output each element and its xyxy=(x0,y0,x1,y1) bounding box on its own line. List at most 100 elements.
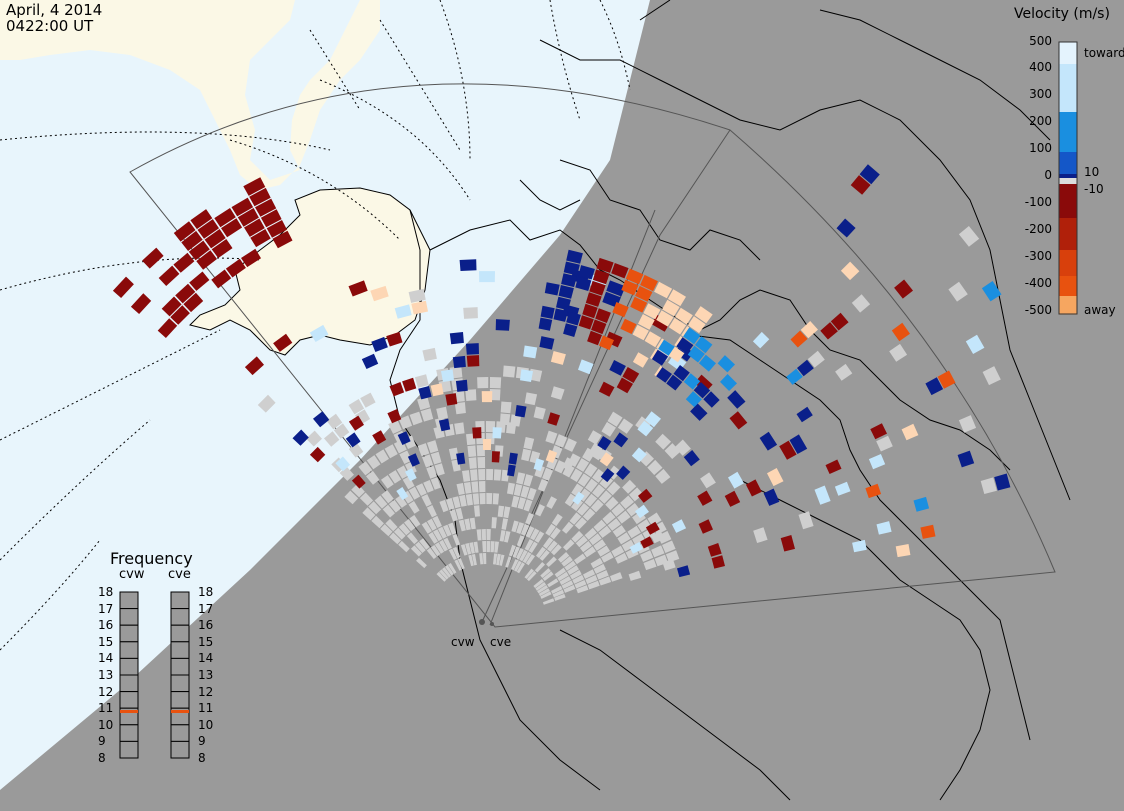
radar-echo-cell xyxy=(598,576,612,586)
radar-echo-cell xyxy=(834,481,851,496)
color-bar-segment xyxy=(1059,122,1077,125)
velocity-tick-label: 0 xyxy=(1044,168,1052,182)
radar-echo-cell xyxy=(333,423,350,439)
radar-echo-cell xyxy=(516,472,526,485)
radar-echo-cell xyxy=(645,521,660,535)
radar-echo-cell xyxy=(584,463,598,478)
frequency-scale-box xyxy=(170,691,190,709)
color-bar-segment xyxy=(1059,128,1077,131)
color-bar-segment xyxy=(1059,210,1077,213)
velocity-tick-label: 500 xyxy=(1029,34,1052,48)
radar-echo-cell xyxy=(504,531,511,543)
velocity-tick-label: -300 xyxy=(1024,249,1052,263)
radar-echo-cell xyxy=(449,509,458,522)
radar-echo-cell xyxy=(351,474,366,489)
radar-echo-cell xyxy=(436,406,448,420)
radar-echo-cell xyxy=(562,457,575,471)
color-bar-segment xyxy=(1059,156,1077,159)
radar-echo-cell xyxy=(503,506,511,519)
radar-echo-cell xyxy=(407,453,420,467)
color-bar-segment xyxy=(1059,136,1077,139)
radar-echo-cell xyxy=(622,479,637,494)
color-bar-segment xyxy=(1059,82,1077,85)
radar-echo-cell xyxy=(632,324,649,341)
radar-echo-cell xyxy=(553,308,568,322)
radar-echo-cell xyxy=(640,536,654,549)
radar-site-label-cvw: cvw xyxy=(451,635,475,649)
radar-echo-cell xyxy=(535,504,545,517)
color-bar-segment xyxy=(1059,70,1077,73)
color-bar-segment xyxy=(1059,176,1077,179)
radar-echo-cell xyxy=(492,493,500,505)
radar-echo-cell xyxy=(382,504,395,518)
radar-echo-cell xyxy=(613,432,629,448)
radar-echo-cell xyxy=(651,314,671,332)
radar-echo-cell xyxy=(630,296,648,313)
frequency-scale-box xyxy=(119,624,139,643)
radar-echo-cell xyxy=(564,493,577,507)
frequency-scale-box xyxy=(170,591,190,610)
radar-echo-cell xyxy=(426,505,437,518)
radar-echo-cell xyxy=(671,519,687,533)
radar-echo-cell xyxy=(427,518,437,531)
radar-echo-cell xyxy=(707,543,722,557)
frequency-column-cve: cve xyxy=(168,567,191,582)
color-bar-segment xyxy=(1059,184,1077,187)
frequency-scale-label: 13 xyxy=(198,668,214,682)
color-bar-segment xyxy=(1059,86,1077,89)
radar-echo-cell xyxy=(445,497,455,511)
radar-echo-cell xyxy=(895,544,911,558)
color-bar-segment xyxy=(1059,100,1077,103)
radar-echo-cell xyxy=(524,568,534,579)
radar-echo-cell xyxy=(458,519,466,532)
radar-echo-cells xyxy=(112,164,1011,605)
radar-echo-cell xyxy=(591,446,605,461)
radar-echo-cell xyxy=(231,197,254,217)
color-bar-segment xyxy=(1059,152,1077,155)
color-bar-segment xyxy=(1059,48,1077,51)
color-bar-segment xyxy=(1059,164,1077,167)
radar-echo-cell xyxy=(398,540,410,553)
radar-echo-cell xyxy=(592,269,610,285)
radar-echo-cell xyxy=(448,548,457,560)
radar-echo-cell xyxy=(408,486,421,500)
radar-echo-cell xyxy=(546,496,557,509)
radar-echo-cell xyxy=(348,280,368,297)
frequency-scale-label: 11 xyxy=(198,701,214,716)
radar-echo-cell xyxy=(493,469,502,481)
radar-echo-cell xyxy=(465,389,477,401)
radar-echo-cell xyxy=(576,585,589,594)
frequency-scale-label: 12 xyxy=(198,684,214,699)
frequency-scale-label: 15 xyxy=(98,634,114,649)
color-bar-segment xyxy=(1059,138,1077,141)
radar-echo-cell xyxy=(501,518,508,530)
radar-echo-cell xyxy=(779,440,797,460)
color-bar-segment xyxy=(1059,196,1077,199)
color-bar-segment xyxy=(1059,104,1077,107)
radar-echo-cell xyxy=(306,430,322,447)
radar-echo-cell xyxy=(416,557,427,569)
radar-echo-cell xyxy=(607,411,623,427)
radar-echo-cell xyxy=(472,493,480,505)
color-bar-segment xyxy=(1059,206,1077,209)
radar-echo-cell xyxy=(590,557,603,569)
radar-echo-cell xyxy=(551,513,563,527)
color-bar-segment xyxy=(1059,232,1077,235)
radar-site-marker-cve xyxy=(490,622,494,626)
radar-echo-cell xyxy=(244,218,265,237)
radar-echo-cell xyxy=(434,542,445,554)
color-bar-segment xyxy=(1059,258,1077,261)
radar-echo-cell xyxy=(359,492,374,506)
time-label: 0422:00 UT xyxy=(6,17,94,35)
radar-echo-cell xyxy=(516,535,525,547)
frequency-scale-label: 8 xyxy=(198,751,206,765)
color-bar-segment xyxy=(1059,192,1077,195)
radar-echo-cell xyxy=(851,294,871,313)
frequency-scale-box xyxy=(119,591,139,610)
radar-echo-cell xyxy=(561,556,573,567)
radar-echo-cell xyxy=(632,533,646,546)
radar-echo-cell xyxy=(448,447,459,460)
color-bar-segment xyxy=(1059,52,1077,55)
radar-echo-cell xyxy=(533,406,546,420)
radar-echo-cell xyxy=(452,546,461,559)
